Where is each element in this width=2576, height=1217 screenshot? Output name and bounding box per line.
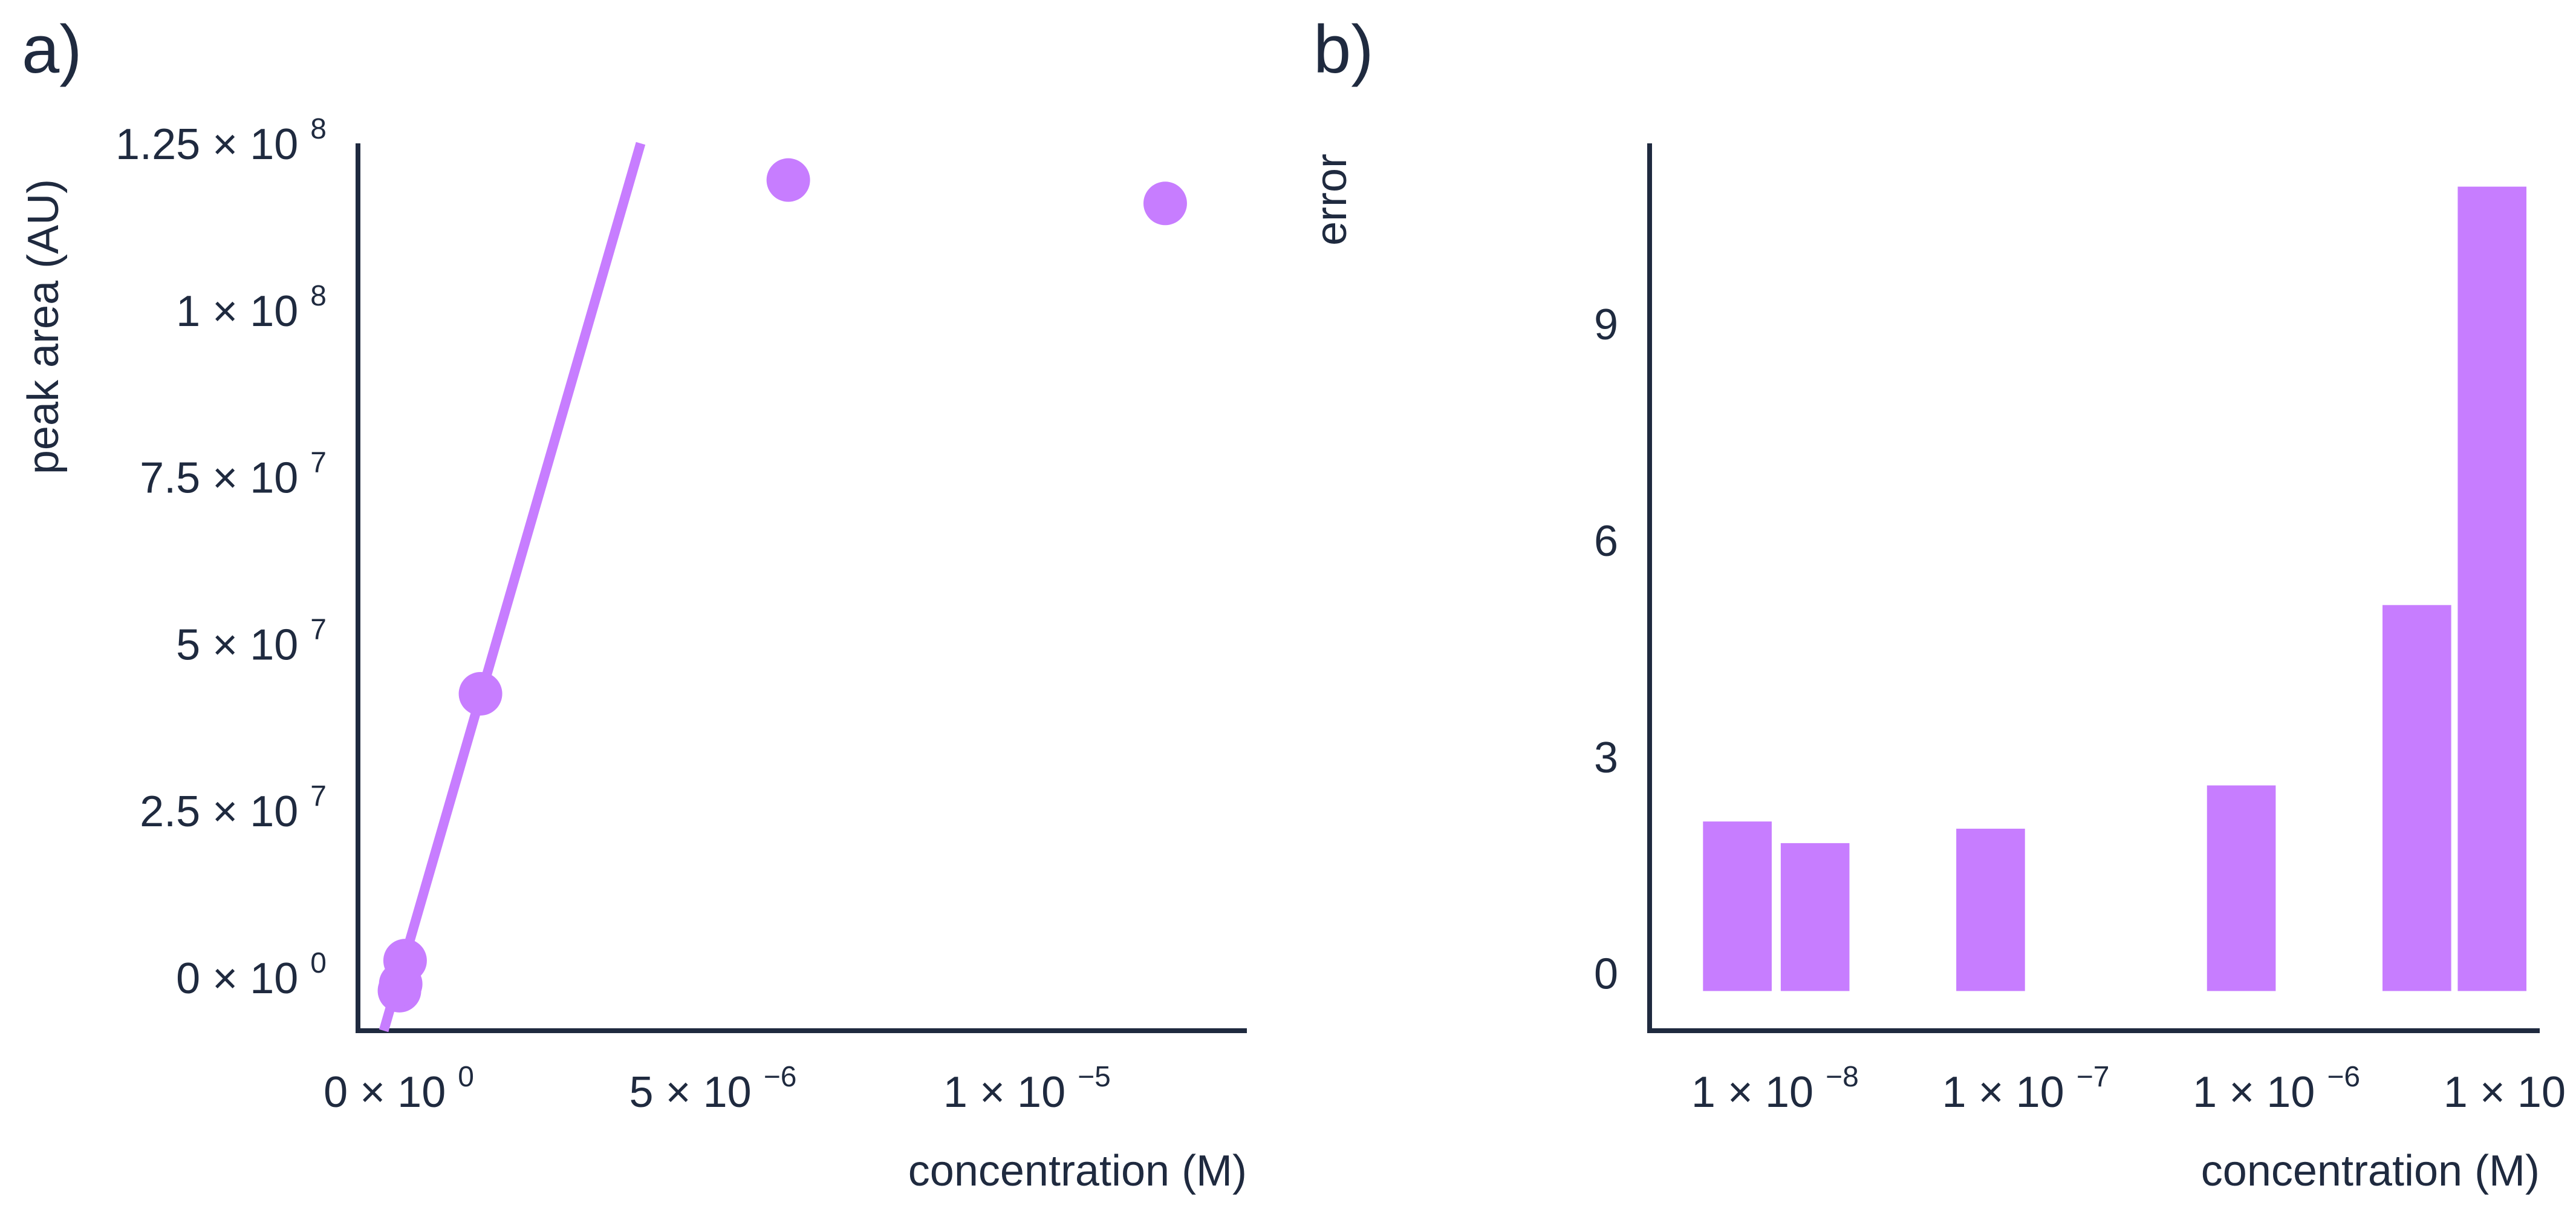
x-tick-label-0: 1 × 10 −8 [1691,1061,1859,1117]
bar-4 [2382,605,2451,991]
panel-a-label: a) [22,11,82,87]
y-tick-label-0: 0 × 10 0 [176,947,327,1003]
panel-b: b) error concentration (M) 0 3 6 9 1 × 10 −… [1307,11,2576,1195]
bar-2 [1956,829,2025,991]
y-tick-label-2: 6 [1594,517,1618,566]
data-point-4 [766,158,810,202]
bar-0 [1703,821,1772,991]
data-point-2 [383,939,427,983]
data-point-3 [458,671,503,716]
fit-line [379,142,646,1033]
bar-1 [1780,843,1850,991]
y-tick-label-4: 1 × 10 8 [176,280,327,336]
panel-a-y-ticks: 0 × 10 0 2.5 × 10 7 5 × 10 7 7.5 × 10 7 1 × … [115,113,327,1003]
bar-3 [2207,785,2276,991]
data-point-5 [1143,181,1187,226]
x-tick-label-0: 0 × 10 0 [324,1061,474,1117]
panel-b-y-axis-title: error [1307,154,1356,246]
panel-b-x-ticks: 1 × 10 −8 1 × 10 −7 1 × 10 −6 1 × 10 −5 [1691,1061,2576,1117]
panel-b-x-axis-title: concentration (M) [2201,1147,2540,1195]
panel-a-x-ticks: 0 × 10 0 5 × 10 −6 1 × 10 −5 [324,1061,1111,1117]
panel-a-plot-area [377,142,1187,1033]
panel-a-y-axis-title: peak area (AU) [19,179,68,474]
panel-a-x-axis-title: concentration (M) [908,1147,1247,1195]
bar-5 [2457,186,2527,991]
x-tick-label-2: 1 × 10 −5 [943,1061,1111,1117]
y-tick-label-5: 1.25 × 10 8 [115,113,327,169]
panel-a: a) peak area (AU) concentration (M) 0 × … [19,11,1247,1195]
x-tick-label-1: 1 × 10 −7 [1942,1061,2110,1117]
y-tick-label-3: 9 [1594,301,1618,349]
y-tick-label-3: 7.5 × 10 7 [140,447,327,503]
y-tick-label-0: 0 [1594,950,1618,999]
x-tick-label-3: 1 × 10 −5 [2444,1061,2576,1117]
y-tick-label-1: 2.5 × 10 7 [140,780,327,836]
x-tick-label-1: 5 × 10 −6 [629,1061,797,1117]
panel-b-y-ticks: 0 3 6 9 [1594,301,1618,998]
panel-b-label: b) [1313,11,1374,87]
y-tick-label-2: 5 × 10 7 [176,613,327,669]
x-tick-label-2: 1 × 10 −6 [2193,1061,2360,1117]
panel-b-bars [1703,186,2527,991]
y-tick-label-1: 3 [1594,734,1618,782]
